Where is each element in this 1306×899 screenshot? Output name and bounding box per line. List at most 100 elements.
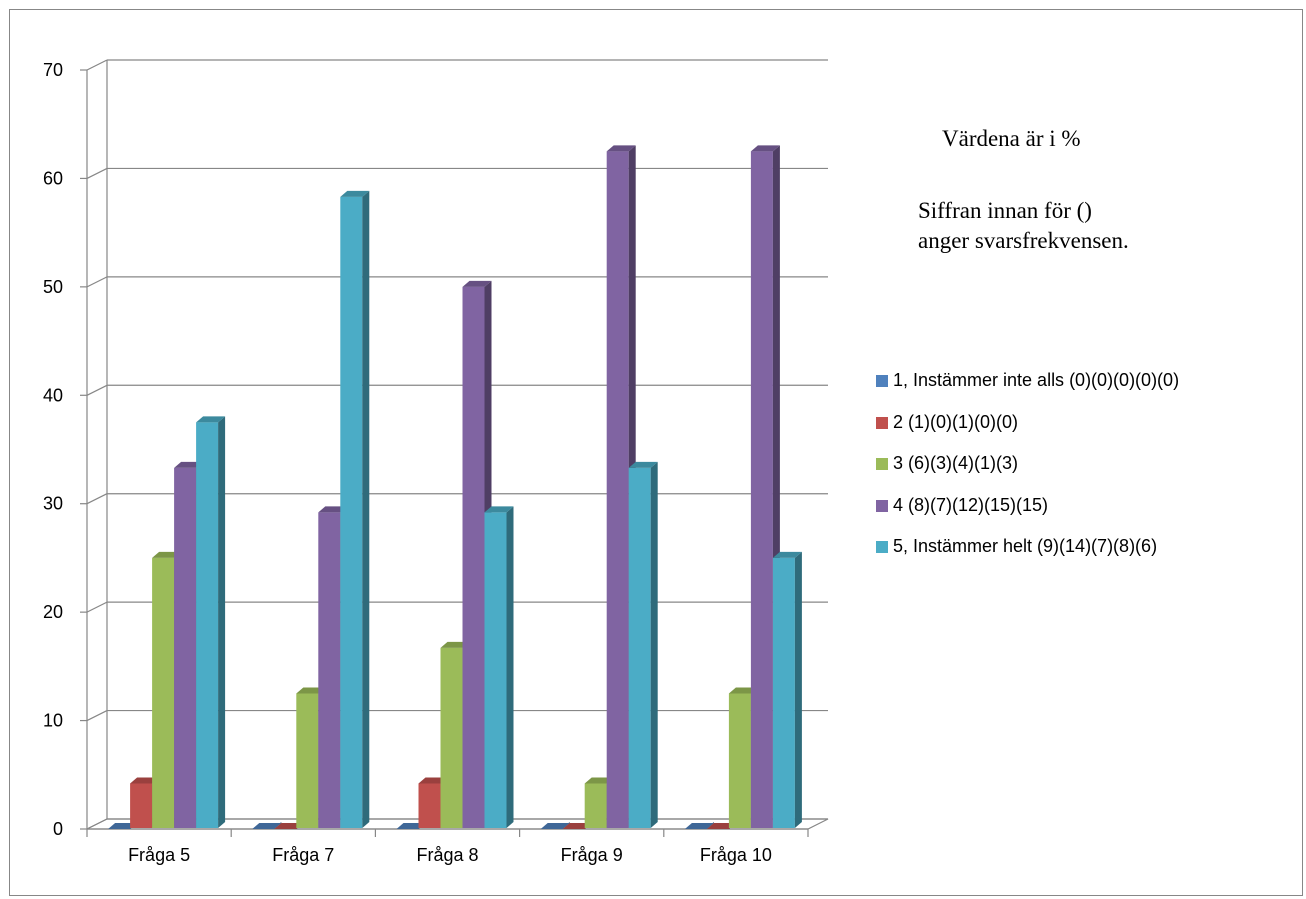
bar — [340, 190, 370, 828]
x-tick-label: Fråga 7 — [272, 845, 334, 865]
bar-side — [506, 506, 514, 828]
bar-top — [484, 506, 514, 513]
legend-item: 1, Instämmer inte alls (0)(0)(0)(0)(0) — [876, 369, 1179, 391]
bar — [196, 416, 226, 828]
bar-top — [130, 777, 160, 784]
note-frequency-line2: anger svarsfrekvensen. — [918, 228, 1129, 253]
bar-front — [340, 196, 363, 828]
bar-front — [152, 557, 175, 828]
legend-item: 5, Instämmer helt (9)(14)(7)(8)(6) — [876, 535, 1157, 557]
bar-top — [252, 823, 282, 829]
bar-front — [484, 512, 507, 828]
y-tick-label: 10 — [43, 711, 63, 731]
bar-top — [108, 823, 138, 829]
bar-top — [318, 506, 348, 513]
bar-top — [584, 777, 614, 784]
bar-side — [794, 551, 802, 828]
legend-swatch — [876, 458, 888, 470]
note-frequency: Siffran innan för () anger svarsfrekvens… — [918, 196, 1248, 256]
bar-top — [152, 551, 182, 558]
bars — [108, 145, 802, 829]
y-tick-label: 40 — [43, 385, 63, 405]
bar-top — [396, 823, 426, 829]
legend-label: 2 (1)(0)(1)(0)(0) — [893, 411, 1019, 432]
bar-front — [296, 693, 319, 828]
legend-swatch — [876, 416, 888, 429]
bar-side — [218, 416, 226, 828]
legend-label: 3 (6)(3)(4)(1)(3) — [893, 453, 1019, 473]
bar-front — [462, 286, 485, 828]
bar — [252, 822, 282, 829]
gridline-diagonal — [86, 493, 108, 505]
bar-front — [750, 151, 773, 829]
bar-front — [772, 557, 795, 828]
gridline-diagonal — [86, 276, 108, 288]
gridline-diagonal — [86, 601, 108, 613]
bar-top — [728, 687, 758, 694]
legend-label: 1, Instämmer inte alls (0)(0)(0)(0)(0) — [893, 370, 1180, 390]
bar-top — [772, 551, 802, 558]
bar — [540, 822, 570, 829]
gridline-diagonal — [86, 818, 108, 830]
gridline-diagonal — [86, 384, 108, 396]
legend-swatch — [876, 499, 888, 512]
bar-top — [628, 461, 658, 468]
bar-side — [650, 461, 658, 828]
bar-front — [418, 783, 441, 828]
bar-top — [562, 823, 592, 829]
bar-top — [750, 145, 780, 152]
bar-top — [340, 190, 370, 197]
note-frequency-line1: Siffran innan för () — [918, 198, 1092, 223]
legend-item: 2 (1)(0)(1)(0)(0) — [876, 411, 1018, 433]
legend-swatch — [876, 375, 888, 387]
bar-front — [440, 647, 463, 828]
y-tick-label: 70 — [43, 60, 63, 80]
legend-swatch — [876, 541, 888, 553]
bar-front — [130, 783, 153, 828]
bar-front — [318, 512, 341, 828]
legend-label: 5, Instämmer helt (9)(14)(7)(8)(6) — [893, 536, 1158, 556]
bar-top — [462, 280, 492, 287]
bar-top — [418, 777, 448, 784]
x-tick-label: Fråga 9 — [561, 845, 623, 865]
bar-front — [628, 467, 651, 828]
bar — [772, 551, 802, 828]
bar-front — [606, 151, 629, 829]
bar-top — [174, 461, 204, 468]
legend-item: 3 (6)(3)(4)(1)(3) — [876, 452, 1018, 474]
bar-top — [296, 687, 326, 694]
note-units: Värdena är i % — [942, 126, 1081, 151]
bar — [628, 461, 658, 828]
bar-side — [362, 190, 370, 828]
y-tick-label: 0 — [53, 819, 63, 839]
bar — [684, 822, 714, 829]
y-tick-label: 20 — [43, 602, 63, 622]
bar-top — [706, 823, 736, 829]
bar-top — [540, 823, 570, 829]
bar-front — [584, 783, 607, 828]
gridline-diagonal — [86, 710, 108, 722]
x-tick-label: Fråga 10 — [700, 845, 772, 865]
bar-top — [440, 641, 470, 648]
x-tick-label: Fråga 5 — [128, 845, 190, 865]
y-tick-label: 30 — [43, 494, 63, 514]
y-tick-labels: 0 10 20 30 40 50 60 70 — [43, 60, 63, 839]
bar-front — [196, 422, 219, 828]
x-tick-label: Fråga 8 — [416, 845, 478, 865]
bar-top — [196, 416, 226, 423]
legend-label: 4 (8)(7)(12)(15)(15) — [893, 494, 1049, 515]
legend-item: 4 (8)(7)(12)(15)(15) — [876, 494, 1048, 516]
bar-front — [174, 467, 197, 828]
bar-top — [274, 823, 304, 829]
gridline-diagonal — [86, 59, 108, 71]
bar-top — [684, 823, 714, 829]
bar-front — [728, 693, 751, 828]
chart-frame — [9, 9, 1303, 896]
bar — [484, 506, 514, 828]
x-tick-labels: Fråga 5 Fråga 7 Fråga 8 Fråga 9 Fråga 10 — [128, 845, 772, 865]
bar-top — [606, 145, 636, 152]
y-tick-label: 60 — [43, 168, 63, 188]
gridline-diagonal — [86, 167, 108, 179]
y-tick-label: 50 — [43, 277, 63, 297]
